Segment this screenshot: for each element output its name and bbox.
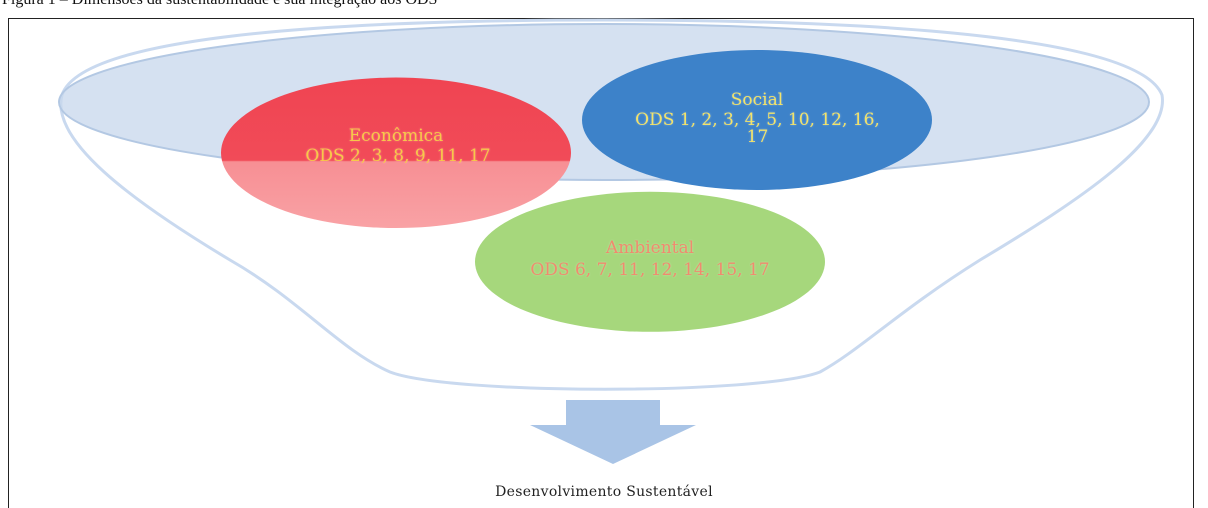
circle-economica bbox=[221, 77, 571, 229]
result-label: Desenvolvimento Sustentável bbox=[495, 484, 713, 500]
figure-caption: Figura 1 – Dimensões da sustentabilidade… bbox=[2, 0, 437, 9]
economica-title: Econômica bbox=[348, 126, 444, 146]
circle-ambiental bbox=[475, 191, 825, 332]
circle-social bbox=[582, 50, 932, 190]
social-ods: ODS 1, 2, 3, 4, 5, 10, 12, 16, 17 bbox=[635, 110, 880, 147]
ambiental-ods: ODS 6, 7, 11, 12, 14, 15, 17 bbox=[530, 260, 770, 280]
down-arrow-icon bbox=[530, 400, 696, 464]
ambiental-title: Ambiental bbox=[605, 238, 695, 258]
figure-frame bbox=[8, 18, 1194, 508]
social-title: Social bbox=[730, 90, 784, 110]
economica-ods: ODS 2, 3, 8, 9, 11, 17 bbox=[305, 146, 491, 166]
